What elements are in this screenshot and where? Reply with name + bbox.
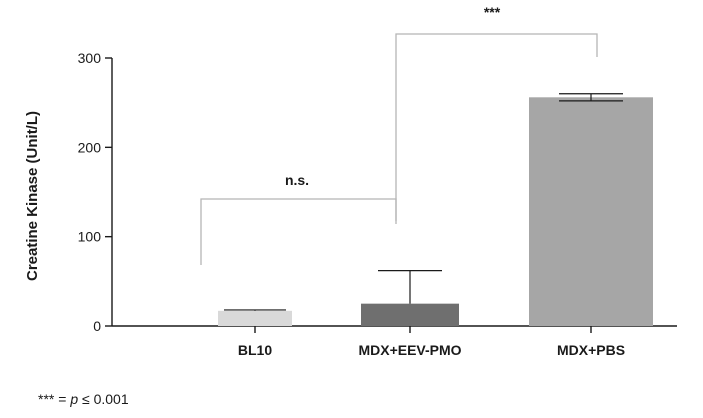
footnote-p: p [70, 391, 79, 407]
bar [361, 303, 459, 326]
labels: Creatine Kinase (Unit/L) BL10 MDX+EEV-PMO M… [24, 111, 625, 358]
x-tick-label: MDX+EEV-PMO [358, 342, 461, 358]
significance-bracket [395, 33, 598, 224]
significance-label: *** [484, 4, 501, 20]
footnote: *** = p ≤ 0.001 [38, 391, 129, 407]
footnote-equals: = [54, 391, 71, 407]
footnote-stars: *** [38, 391, 55, 407]
significance-label: n.s. [285, 172, 309, 188]
error-bars [224, 93, 623, 311]
bars [218, 97, 653, 326]
y-tick-label: 100 [78, 229, 102, 245]
bar [529, 97, 653, 326]
bar [218, 310, 292, 326]
footnote-condition: ≤ 0.001 [78, 391, 129, 407]
y-axis-title: Creatine Kinase (Unit/L) [24, 111, 41, 281]
x-tick-label: MDX+PBS [557, 342, 625, 358]
y-tick-label: 0 [93, 318, 101, 334]
x-tick-label: BL10 [238, 342, 272, 358]
significance-brackets: n.s. *** [200, 4, 598, 265]
y-tick-label: 300 [78, 50, 102, 66]
y-tick-label: 200 [78, 139, 102, 155]
significance-bracket [200, 198, 397, 265]
